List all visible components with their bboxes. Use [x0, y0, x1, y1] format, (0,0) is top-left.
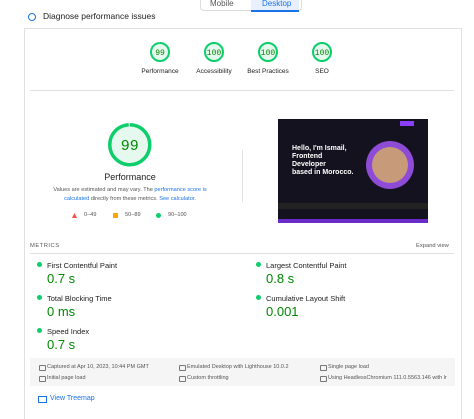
footer-text: Custom throttling [187, 375, 229, 381]
footer-box [30, 358, 455, 386]
heading: Diagnose performance issues [43, 11, 156, 21]
score-label: Accessibility [196, 68, 232, 75]
gauge: 100 [204, 42, 224, 62]
legend-label: 90–100 [168, 212, 187, 218]
tab-active [251, 0, 299, 12]
footer-icon [320, 376, 327, 382]
gauge-bg [151, 43, 169, 61]
score: 100 [207, 49, 222, 58]
metric-value: 0.8 s [266, 271, 295, 286]
legend-icon [156, 213, 161, 218]
avatar-face [372, 147, 408, 183]
metric-label: First Contentful Paint [47, 261, 118, 270]
footer-text: Initial page load [47, 375, 86, 381]
score: 99 [155, 49, 165, 58]
link[interactable]: See calculator [159, 196, 195, 202]
gauge-arc [204, 42, 224, 62]
metric-icon [256, 295, 261, 300]
text: Values are estimated and may vary. The [53, 187, 155, 193]
gauge: 99 [150, 42, 170, 62]
footer-icon [320, 365, 327, 371]
footer-icon [39, 376, 46, 382]
metric-label: Cumulative Layout Shift [266, 294, 346, 303]
metric-label: Total Blocking Time [47, 294, 112, 303]
screenshot-text: based in Morocco. [292, 169, 354, 176]
legend-label: 0–49 [84, 212, 97, 218]
metric-icon [37, 262, 42, 267]
score-label: SEO [315, 68, 329, 75]
link[interactable]: performance score is calculated [64, 187, 207, 202]
text: . [194, 196, 196, 202]
metric-label: Largest Contentful Paint [266, 261, 347, 270]
footer-icon [179, 365, 186, 371]
screenshot-text: Developer [292, 161, 326, 168]
metric-value: 0.001 [266, 304, 299, 319]
legend-icon [113, 213, 118, 218]
screenshot-text: Hello, I'm Ismail, [292, 145, 347, 152]
note: Values are estimated and may vary. The p… [40, 186, 220, 204]
gauge: 100 [258, 42, 278, 62]
metric-icon [37, 328, 42, 333]
score: 100 [315, 49, 330, 58]
gauge-arc [108, 123, 152, 167]
score-label: Best Practices [247, 68, 289, 75]
icon [28, 13, 36, 21]
expand[interactable]: Expand view [416, 243, 449, 249]
gauge: 100 [312, 42, 332, 62]
metric-icon [37, 295, 42, 300]
gauge-bg [110, 125, 150, 165]
gauge-arc [312, 42, 332, 62]
footer-icon [39, 365, 46, 371]
legend-icon [72, 213, 77, 218]
footer-text: Single page load [328, 364, 369, 370]
treemap[interactable]: View Treemap [50, 395, 95, 402]
divider [242, 150, 243, 202]
gauge: 99 [108, 123, 152, 167]
legend-label: 50–89 [125, 212, 141, 218]
tab[interactable]: Desktop [262, 0, 292, 8]
gauge-bg [205, 43, 223, 61]
metric-label: Speed Index [47, 327, 90, 336]
metric-icon [256, 262, 261, 267]
screenshot-text: Frontend [292, 153, 323, 160]
gauge-arc [258, 42, 278, 62]
score: 100 [261, 49, 276, 58]
metric-value: 0.7 s [47, 337, 76, 352]
footer-text: Captured at Apr 10, 2023, 10:44 PM GMT [47, 364, 149, 370]
footer-icon [179, 376, 186, 382]
score-title: Performance [104, 172, 156, 182]
score: 99 [121, 138, 139, 155]
metrics-title: METRICS [30, 243, 60, 249]
report-card [24, 28, 462, 419]
screenshot-button [400, 121, 414, 126]
text: directly from these metrics. [89, 196, 160, 202]
treemap-icon [38, 396, 47, 403]
gauge-arc [150, 42, 170, 62]
footer-text: Emulated Desktop with Lighthouse 10.0.2 [187, 364, 289, 370]
divider [30, 90, 454, 91]
gauge-bg [259, 43, 277, 61]
metric-value: 0 ms [47, 304, 76, 319]
footer-text: Using HeadlessChromium 111.0.5563.146 wi… [328, 375, 447, 381]
score-label: Performance [141, 68, 179, 75]
divider [30, 253, 454, 254]
gauge-bg [313, 43, 331, 61]
screenshot-strip [278, 203, 428, 209]
tab[interactable]: Mobile [210, 0, 234, 8]
metric-value: 0.7 s [47, 271, 76, 286]
